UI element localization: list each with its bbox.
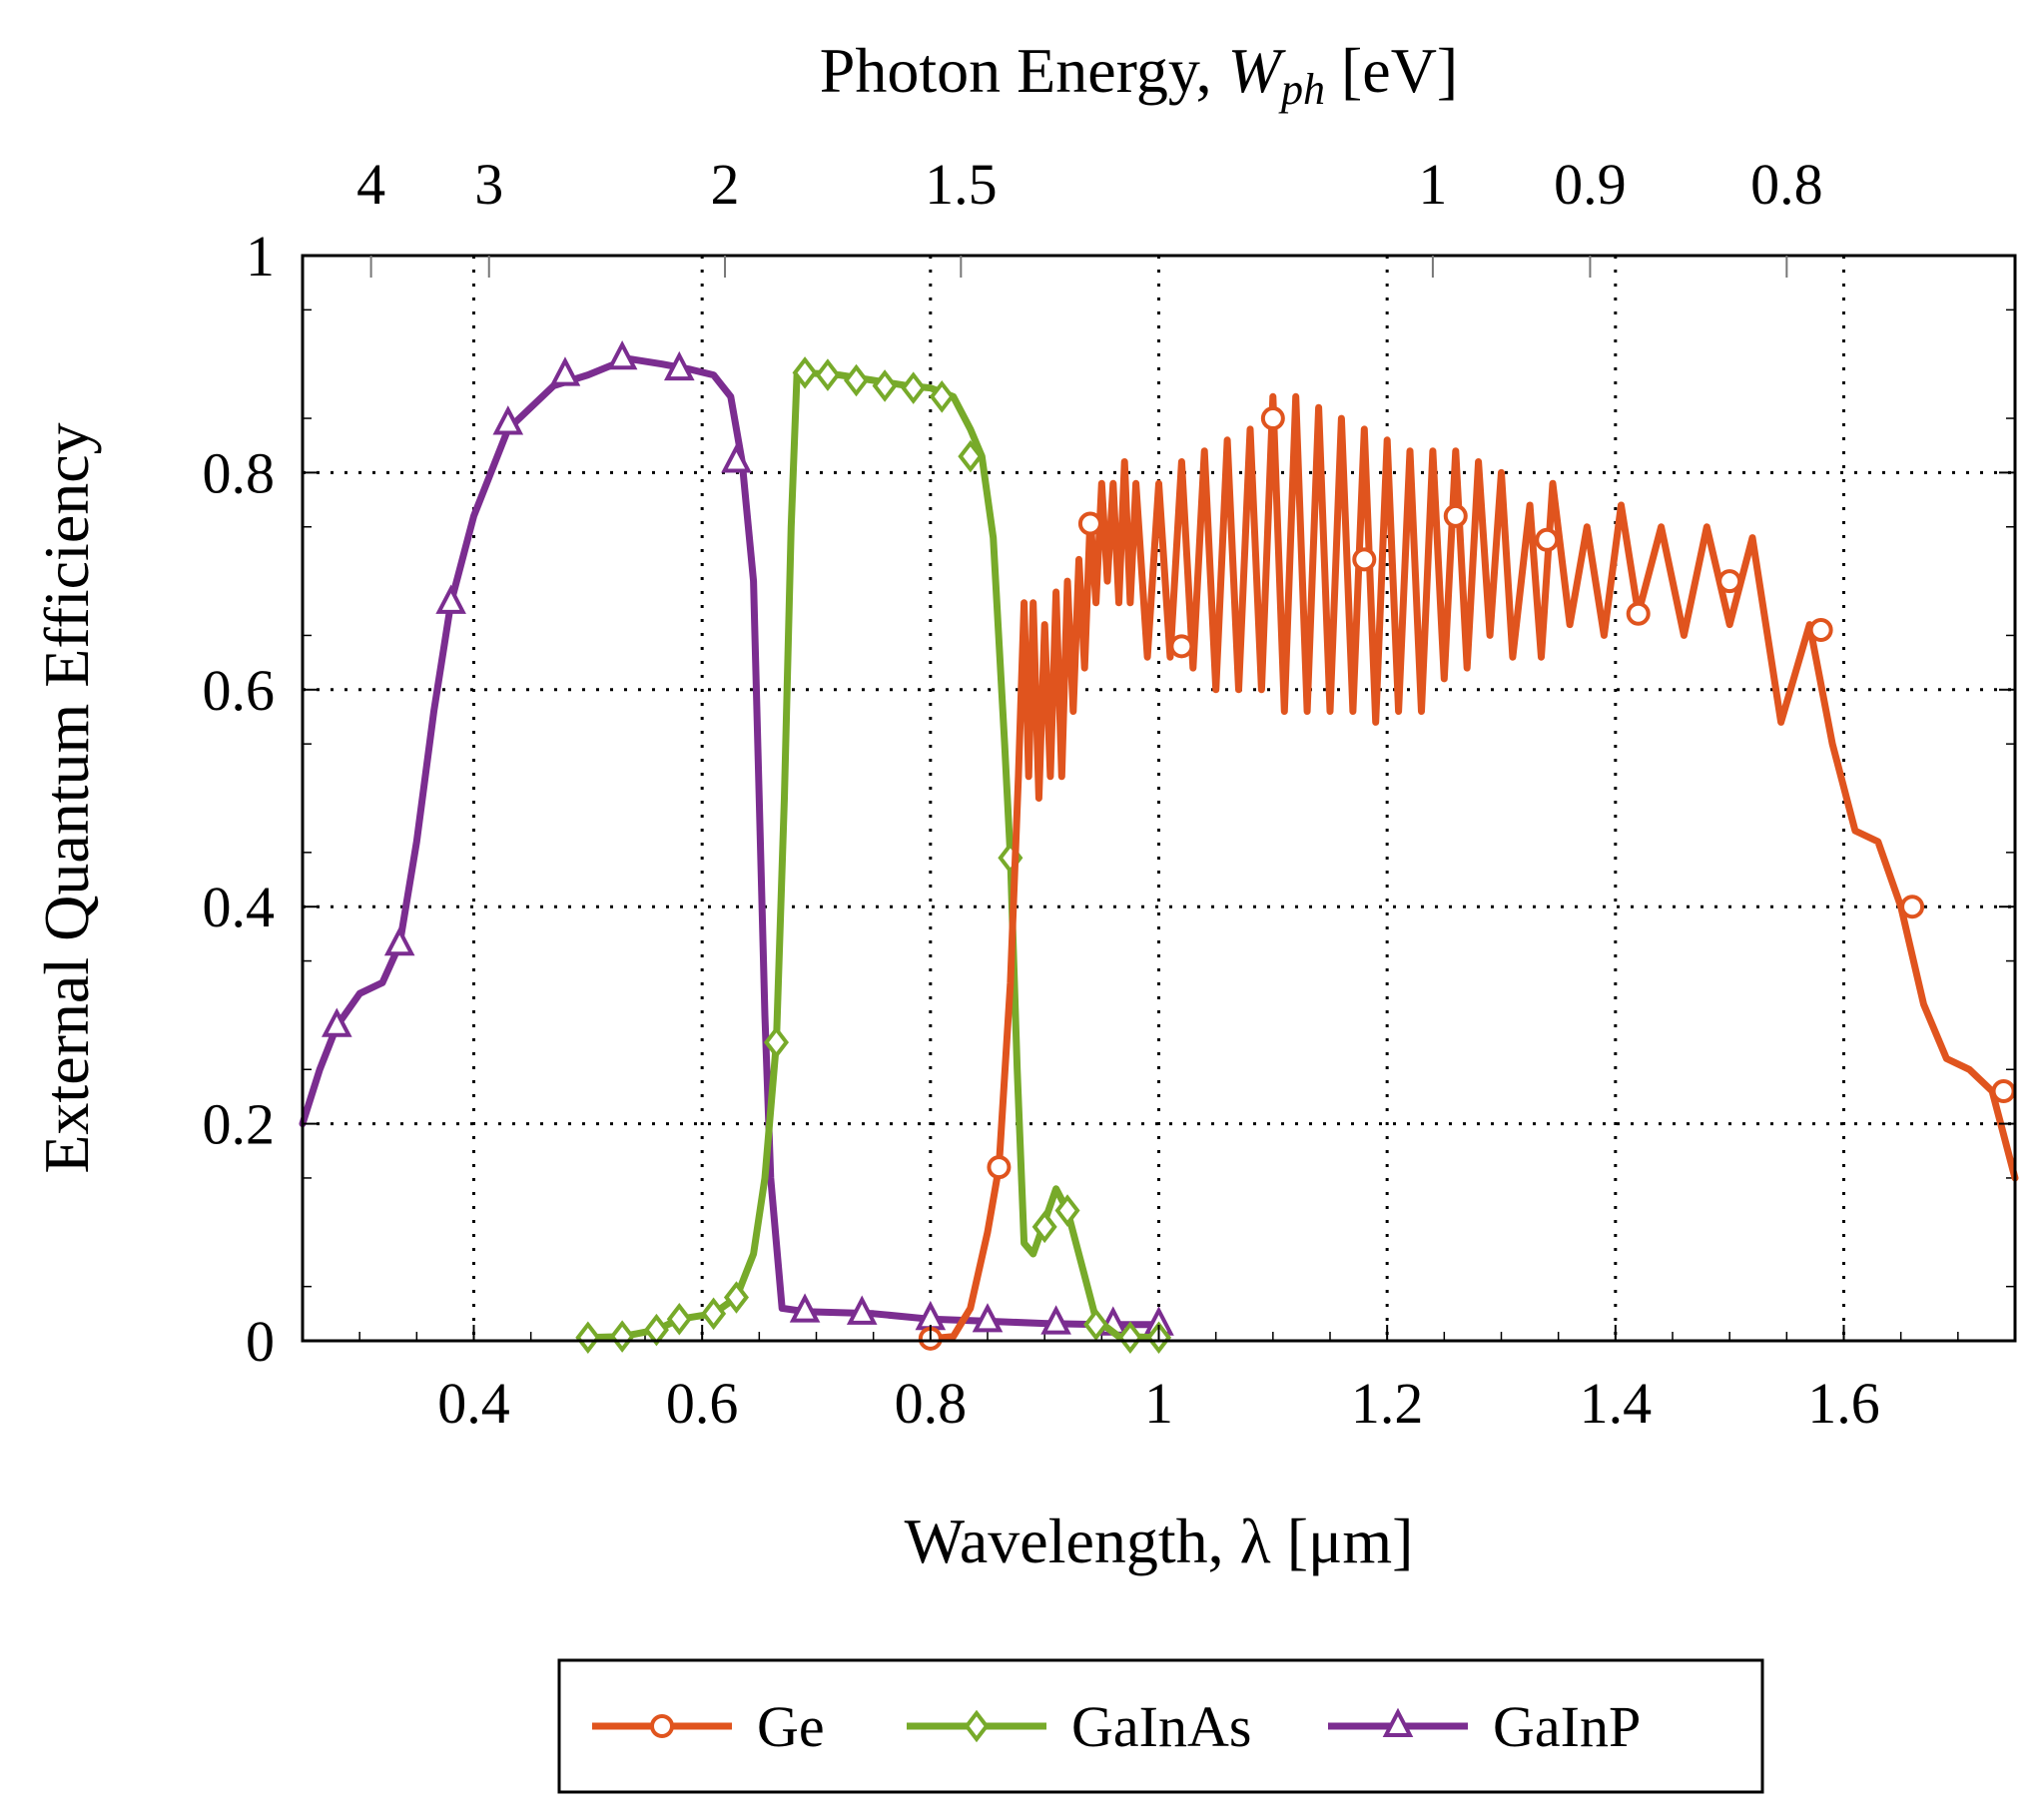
- gainas-marker: [723, 1281, 749, 1314]
- legend-label-gainas: GaInAs: [1071, 1694, 1251, 1759]
- top-axis-title-prefix: Photon Energy,: [820, 35, 1228, 106]
- gainas-marker: [792, 356, 818, 389]
- y-tick-label: 1: [246, 224, 275, 289]
- gainas-marker: [843, 363, 870, 397]
- top-tick-label: 4: [356, 152, 385, 217]
- x-tick-label: 1.6: [1807, 1371, 1880, 1436]
- x-tick-label: 1: [1144, 1371, 1173, 1436]
- top-axis-title-symbol: W: [1228, 35, 1287, 106]
- gainp-marker: [972, 1303, 1004, 1333]
- gainas-marker: [609, 1320, 635, 1353]
- x-tick-label: 0.8: [895, 1371, 968, 1436]
- top-tick-label: 0.8: [1750, 152, 1823, 217]
- gainas-marker: [575, 1321, 601, 1355]
- ge-marker: [1900, 895, 1925, 919]
- top-tick-label: 0.9: [1554, 152, 1627, 217]
- gainp-marker: [383, 925, 415, 956]
- y-axis-title: External Quantum Efficiency: [31, 422, 102, 1173]
- legend: Ge GaInAs GaInP: [557, 1658, 1764, 1794]
- ge-marker: [1717, 569, 1742, 594]
- ge-marker: [1535, 527, 1560, 552]
- ge-marker: [1626, 601, 1651, 626]
- gainp-marker: [664, 350, 695, 381]
- gainp-marker: [1382, 1707, 1414, 1737]
- ge-marker: [987, 1155, 1012, 1180]
- legend-entry-ge: Ge: [592, 1694, 825, 1759]
- gainas-marker: [763, 1025, 790, 1059]
- top-axis-title: Photon Energy, Wph [eV]: [820, 35, 1458, 114]
- x-axis-title: Wavelength, λ [μm]: [905, 1506, 1414, 1576]
- x-tick-label: 0.4: [437, 1371, 510, 1436]
- x-tick-label: 1.4: [1580, 1371, 1653, 1436]
- x-tick-label: 0.6: [666, 1371, 739, 1436]
- gainas-marker: [964, 1709, 990, 1743]
- gainp-marker: [721, 443, 752, 473]
- series-layer: [299, 339, 2019, 1355]
- ge-marker: [1991, 1078, 2016, 1103]
- y-tick-label: 0.6: [203, 658, 276, 723]
- gainas-marker: [958, 439, 984, 473]
- gainas-marker: [701, 1297, 727, 1331]
- ge-marker: [1169, 634, 1194, 659]
- gainp-marker: [846, 1295, 878, 1325]
- gainas-marker: [1117, 1321, 1143, 1355]
- gainas-marker: [643, 1313, 669, 1347]
- legend-entry-gainp: GaInP: [1328, 1694, 1641, 1759]
- gainas-marker: [872, 369, 898, 402]
- ge-marker: [1077, 511, 1102, 536]
- grid-lines: [303, 256, 2015, 1341]
- ge-line: [927, 392, 2019, 1343]
- ge-marker: [1808, 618, 1833, 643]
- plot-frame: [301, 254, 2017, 1343]
- gainp-marker: [789, 1293, 821, 1323]
- gainas-marker: [929, 380, 955, 413]
- minor-ticks: [302, 308, 2016, 1341]
- ge-marker: [1443, 503, 1468, 528]
- gainp-marker: [1040, 1305, 1071, 1335]
- gainas-marker: [1031, 1210, 1057, 1244]
- ge-marker: [1352, 547, 1377, 572]
- gainas-marker: [1054, 1194, 1080, 1227]
- y-tick-label: 0.8: [203, 440, 276, 505]
- gainp-marker: [492, 405, 524, 435]
- legend-box: [557, 1658, 1764, 1794]
- top-tick-label: 3: [474, 152, 503, 217]
- gainas-marker: [901, 371, 927, 404]
- legend-label-ge: Ge: [757, 1694, 825, 1759]
- x-tick-label: 1.2: [1351, 1371, 1424, 1436]
- gainas-line: [584, 368, 1162, 1342]
- gainp-marker: [435, 584, 466, 614]
- gainp-line: [299, 354, 1162, 1329]
- ge-marker: [1260, 406, 1285, 431]
- legend-entries: Ge GaInAs GaInP: [592, 1694, 1641, 1759]
- axis-layer: 0.4 0.6 0.8 1 1.2 1.4 1.6 0 0.2 0.4 0.6 0.8 1 4 3 2 1.5 1…: [203, 152, 2015, 1436]
- y-tick-label: 0: [246, 1309, 275, 1374]
- top-tick-label: 1.5: [925, 152, 998, 217]
- gainp-marker: [606, 339, 638, 370]
- gainp-marker: [322, 1007, 352, 1037]
- ge-marker: [650, 1714, 674, 1738]
- gainas-marker: [1083, 1308, 1109, 1341]
- top-tick-label: 1: [1418, 152, 1447, 217]
- legend-entry-gainas: GaInAs: [907, 1694, 1251, 1759]
- top-axis-title-unit: [eV]: [1325, 35, 1458, 106]
- top-axis-title-subscript: ph: [1278, 65, 1325, 114]
- gainas-marker: [666, 1302, 692, 1336]
- top-tick-label: 2: [711, 152, 740, 217]
- series-gainp: [299, 339, 1174, 1336]
- gainas-marker: [815, 358, 841, 391]
- gainp-marker: [549, 356, 581, 386]
- series-ge: [918, 392, 2019, 1351]
- y-tick-label: 0.2: [203, 1092, 276, 1157]
- y-tick-label: 0.4: [203, 875, 276, 939]
- series-gainas: [575, 356, 1172, 1355]
- legend-label-gainp: GaInP: [1493, 1694, 1641, 1759]
